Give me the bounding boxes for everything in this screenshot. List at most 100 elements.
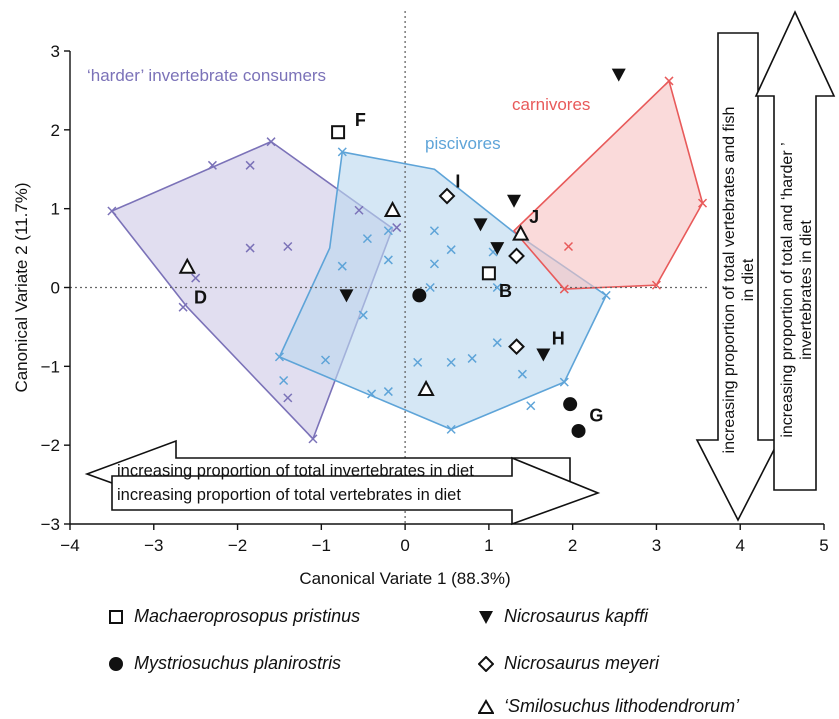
specimen-marker-square-open (481, 266, 496, 281)
diet-arrows: increasing proportion of total invertebr… (84, 10, 836, 526)
group-point (337, 261, 347, 271)
arrow-down-label: increasing proportion of total vertebrat… (721, 107, 738, 454)
group-point (337, 147, 347, 157)
specimen-marker-diamond-open (508, 338, 525, 356)
arrow-right (111, 456, 601, 526)
group-point (367, 389, 377, 399)
y-tick-label: 0 (51, 279, 60, 298)
specimen-marker-circle-filled (571, 423, 586, 438)
specimen-marker-circle-filled (563, 397, 578, 412)
specimen-marker-triangle-up-open (178, 257, 196, 274)
triangle-up-open-icon (478, 698, 494, 714)
specimen-marker-triangle-down-filled (339, 289, 354, 303)
y-tick-label: 1 (51, 200, 60, 219)
specimen-marker-diamond-open (508, 247, 525, 265)
y-axis-label: Canonical Variate 2 (11.7%) (12, 182, 31, 392)
group-point (446, 357, 456, 367)
x-tick-label: 5 (819, 536, 828, 555)
group-point (274, 352, 284, 362)
group-point (279, 375, 289, 386)
x-tick-label: −4 (60, 536, 79, 555)
arrow-up (754, 10, 836, 491)
legend-nicrosaurus-meyeri: Nicrosaurus meyeri (478, 653, 659, 674)
legend-label: Nicrosaurus meyeri (504, 653, 660, 673)
group-point (467, 353, 477, 363)
group-point (425, 282, 435, 293)
specimen-marker-circle-filled (412, 288, 427, 303)
x-tick-label: 4 (735, 536, 744, 555)
point-label-F: F (355, 110, 366, 130)
triangle-down-filled-icon (479, 610, 493, 624)
point-label-G: G (589, 406, 603, 426)
specimen-marker-triangle-up-open (417, 379, 435, 396)
specimen-marker-triangle-up-open (512, 224, 530, 241)
reference-lines (70, 11, 710, 524)
point-label-B: B (499, 281, 512, 301)
square-open-icon (109, 609, 123, 624)
group-point (413, 357, 423, 367)
point-label-D: D (194, 287, 207, 307)
x-tick-label: 0 (400, 536, 409, 555)
group-point (383, 387, 393, 397)
group-points (107, 76, 708, 444)
y-tick-label: −3 (41, 515, 60, 534)
group-hulls (111, 80, 704, 440)
group-point (107, 206, 117, 216)
legend-machaeroprosopus: Machaeroprosopus pristinus (108, 606, 360, 627)
x-tick-label: −3 (144, 536, 163, 555)
x-tick-label: 3 (652, 536, 661, 555)
point-label-I: I (455, 171, 460, 191)
group-point (354, 205, 364, 215)
group-point (178, 302, 188, 312)
y-tick-label: 3 (51, 42, 60, 61)
legend-smilosuchus: ‘Smilosuchus lithodendrorum’ (478, 696, 739, 717)
group-point (392, 223, 402, 233)
group-point (559, 284, 569, 294)
point-label-J: J (529, 207, 539, 227)
arrow-up-label: increasing proportion of total and ‘hard… (779, 142, 796, 437)
group-point (245, 243, 255, 253)
x-axis-label: Canonical Variate 1 (88.3%) (299, 569, 510, 588)
specimen-markers (178, 68, 626, 438)
legend-label: Machaeroprosopus pristinus (134, 606, 361, 626)
y-tick-label: −1 (41, 357, 60, 376)
group-point (283, 241, 293, 252)
group-point (362, 234, 372, 244)
group-point (492, 282, 502, 293)
specimen-marker-triangle-down-filled (536, 348, 551, 362)
specimen-marker-triangle-down-filled (507, 194, 522, 208)
group-point (492, 338, 502, 348)
x-tick-label: −1 (312, 536, 331, 555)
legend-mystriosuchus: Mystriosuchus planirostris (108, 653, 341, 674)
group-point (526, 401, 536, 411)
legend-label: ‘Smilosuchus lithodendrorum’ (504, 696, 740, 716)
group-point (446, 245, 456, 255)
group-point (563, 241, 574, 252)
legend-nicrosaurus-kapffi: Nicrosaurus kapffi (478, 606, 648, 627)
group-point (283, 393, 293, 403)
group-point (651, 280, 661, 290)
group-point (383, 226, 393, 236)
group-point (191, 273, 201, 283)
y-tick-label: 2 (51, 121, 60, 140)
specimen-marker-triangle-down-filled (611, 68, 626, 82)
group-point (446, 424, 456, 434)
specimen-marker-triangle-down-filled (490, 242, 505, 256)
group-label: ‘harder’ invertebrate consumers (87, 66, 326, 85)
text-labels: ‘harder’ invertebrate consumers piscivore… (87, 66, 603, 426)
group-point (429, 259, 439, 269)
x-tick-label: −2 (228, 536, 247, 555)
specimen-marker-diamond-open (438, 187, 456, 205)
x-tick-label: 2 (568, 536, 577, 555)
group-point (429, 226, 439, 236)
group-point (697, 198, 708, 208)
group-point (601, 290, 611, 300)
arrow-down (695, 32, 781, 522)
y-tick-label: −2 (41, 436, 60, 455)
group-point (320, 355, 331, 365)
point-label-H: H (552, 328, 565, 348)
group-point (664, 76, 674, 86)
legend-label: Mystriosuchus planirostris (134, 653, 342, 673)
